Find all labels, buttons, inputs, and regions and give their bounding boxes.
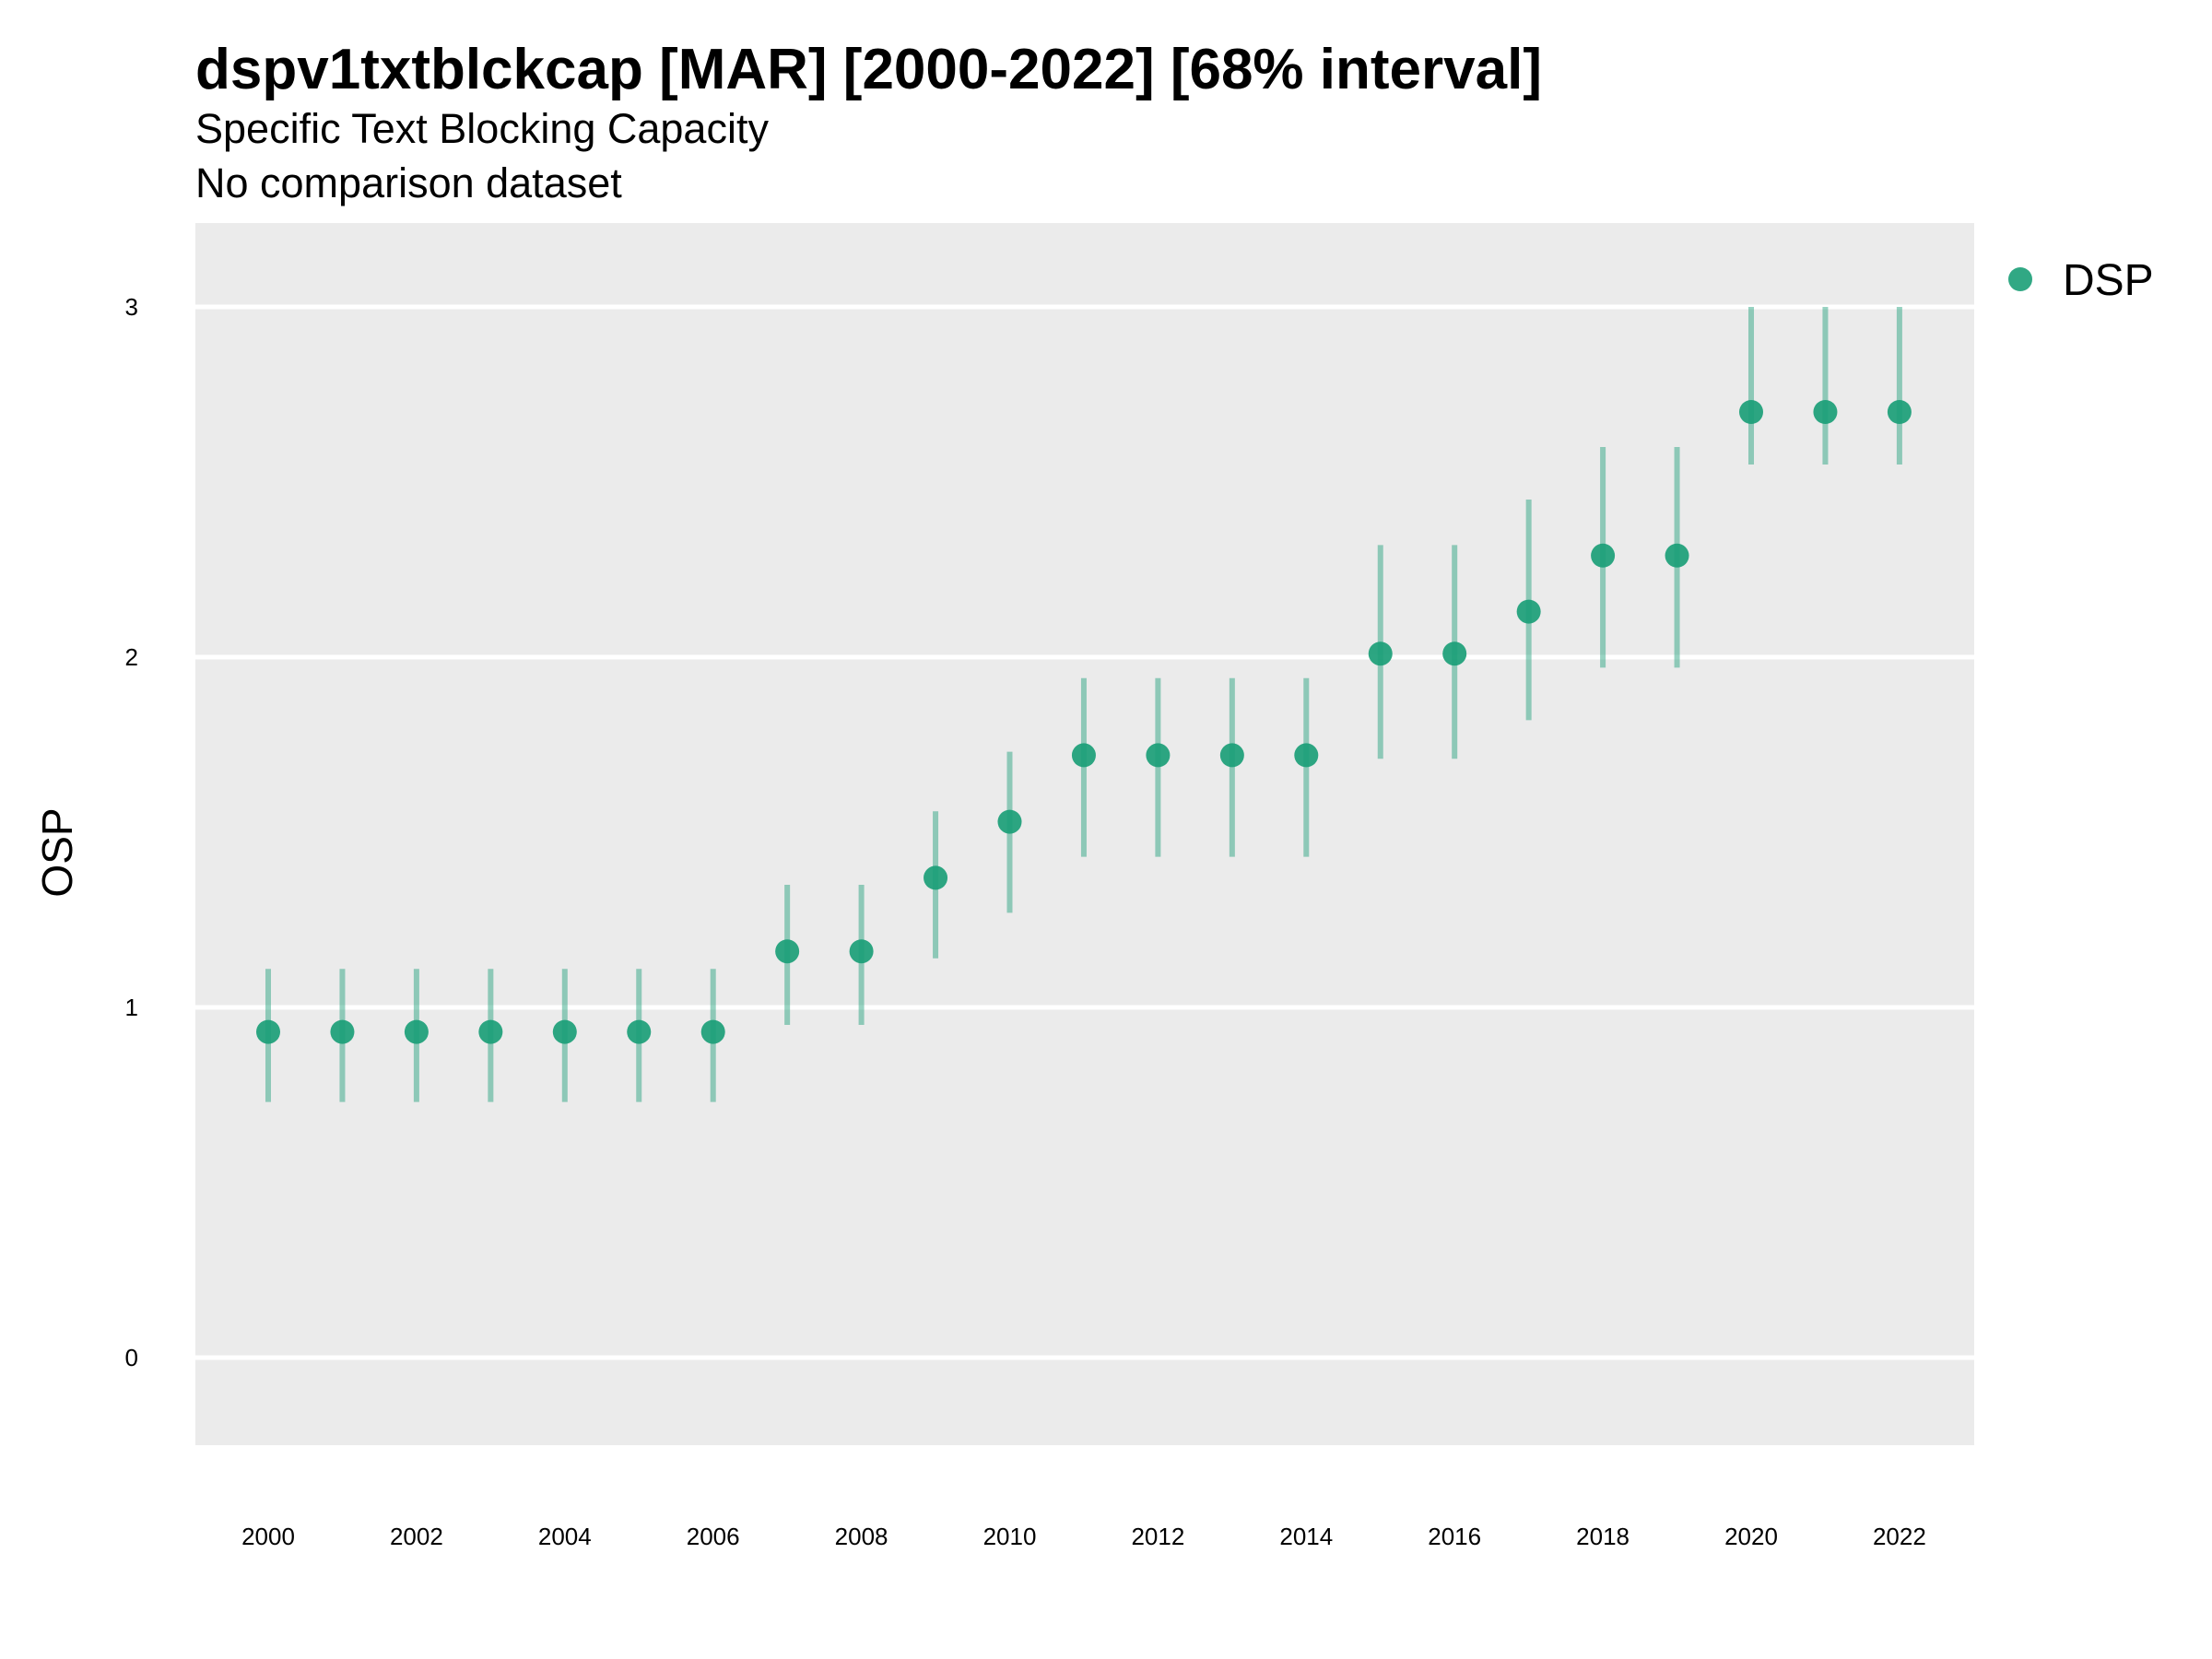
x-axis-ticks: 2000 2002 2004 2006 2008 2010 2012 2014 2016 2018… <box>241 1523 1926 1550</box>
x-tick-label-2012: 2012 <box>1131 1523 1184 1550</box>
data-point-2007 <box>775 939 800 964</box>
data-point-2020 <box>1739 400 1763 424</box>
x-tick-label-2010: 2010 <box>983 1523 1037 1550</box>
y-axis-label: OSP <box>33 807 81 897</box>
data-point-2009 <box>924 865 948 890</box>
y-tick-label-3: 3 <box>125 293 138 321</box>
data-point-2015 <box>1368 641 1393 666</box>
data-point-2011 <box>1071 743 1096 768</box>
data-point-2019 <box>1665 543 1689 568</box>
data-point-2001 <box>330 1019 355 1044</box>
y-tick-label-1: 1 <box>125 994 138 1021</box>
chart-subtitle: Specific Text Blocking Capacity <box>195 105 769 152</box>
y-axis-ticks: 0 1 2 3 <box>125 293 138 1371</box>
x-tick-label-2014: 2014 <box>1279 1523 1333 1550</box>
chart-title: dspv1txtblckcap [MAR] [2000-2022] [68% i… <box>195 38 1542 101</box>
chart-caption: No comparison dataset <box>195 159 622 206</box>
data-point-2014 <box>1294 743 1319 768</box>
data-point-2004 <box>552 1019 577 1044</box>
data-point-2012 <box>1146 743 1171 768</box>
data-point-2021 <box>1813 400 1838 424</box>
data-point-2017 <box>1516 599 1541 624</box>
data-point-2008 <box>849 939 874 964</box>
data-point-2013 <box>1219 743 1244 768</box>
x-tick-label-2006: 2006 <box>687 1523 740 1550</box>
x-tick-label-2016: 2016 <box>1428 1523 1481 1550</box>
plot-panel <box>195 223 1974 1445</box>
legend-label-dsp: DSP <box>2063 256 2154 305</box>
x-tick-label-2000: 2000 <box>241 1523 295 1550</box>
data-point-2003 <box>478 1019 503 1044</box>
data-point-2000 <box>256 1019 280 1044</box>
x-tick-label-2020: 2020 <box>1724 1523 1778 1550</box>
x-tick-label-2008: 2008 <box>835 1523 888 1550</box>
y-tick-label-2: 2 <box>125 643 138 671</box>
data-point-2005 <box>627 1019 652 1044</box>
legend-key-dsp <box>2008 267 2032 291</box>
data-point-2010 <box>997 809 1022 834</box>
data-point-2022 <box>1887 400 1912 424</box>
x-tick-label-2018: 2018 <box>1576 1523 1630 1550</box>
x-tick-label-2002: 2002 <box>390 1523 443 1550</box>
data-point-2002 <box>404 1019 429 1044</box>
x-tick-label-2004: 2004 <box>538 1523 592 1550</box>
y-tick-label-0: 0 <box>125 1344 138 1371</box>
data-points <box>256 400 1912 1044</box>
gridlines <box>195 304 1974 1360</box>
data-point-2006 <box>700 1019 725 1044</box>
legend: DSP <box>2008 256 2154 305</box>
data-point-2016 <box>1442 641 1467 666</box>
data-point-2018 <box>1591 543 1616 568</box>
x-tick-label-2022: 2022 <box>1873 1523 1926 1550</box>
